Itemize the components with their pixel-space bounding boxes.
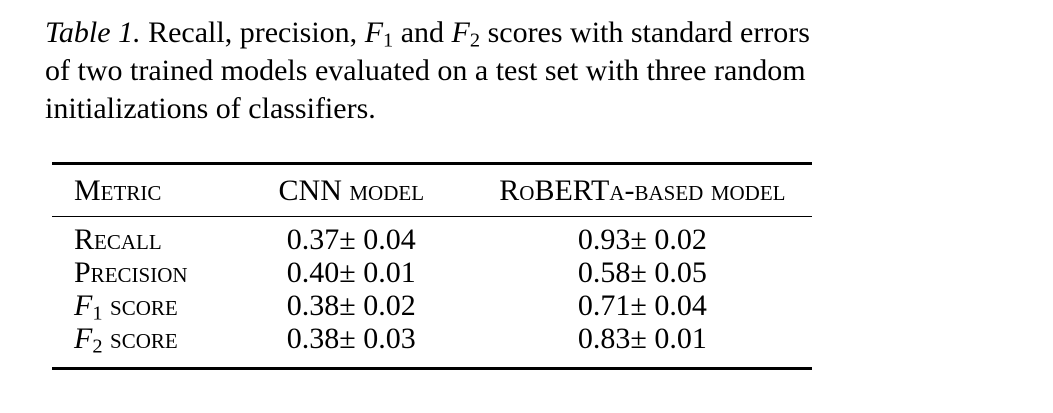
metric-cell: Precision <box>52 256 230 289</box>
metric-cell: F2 score <box>52 322 230 369</box>
column-header-roberta-model: RoBERTa-based model <box>472 163 812 217</box>
caption-text: scores with standard errors <box>480 16 810 49</box>
metric-subscript: 1 <box>92 302 103 325</box>
value-cell-cnn: 0.38± 0.03 <box>286 322 416 355</box>
value-cell-cnn: 0.40± 0.01 <box>286 256 416 289</box>
table-caption: Table 1. Recall, precision, F1 and F2 sc… <box>45 14 875 128</box>
f2-subscript: 2 <box>469 29 481 52</box>
metric-cell: F1 score <box>52 289 230 325</box>
caption-line-1: Table 1. Recall, precision, F1 and F2 sc… <box>45 14 875 52</box>
f2-math-symbol: F <box>451 16 470 49</box>
metric-label: score <box>102 289 178 322</box>
caption-line-2: of two trained models evaluated on a tes… <box>45 54 806 87</box>
column-header-cnn-model: CNN model <box>229 163 473 217</box>
table-row-f1-score: F1 score 0.38± 0.02 0.71± 0.04 <box>52 289 812 325</box>
metric-subscript: 2 <box>92 335 103 358</box>
results-table: Metric CNN model RoBERTa-based model Rec… <box>52 162 812 370</box>
value-cell-roberta: 0.58± 0.05 <box>577 256 707 289</box>
caption-text: and <box>393 16 452 49</box>
metric-cell: Recall <box>52 217 230 257</box>
caption-table-label: Table 1. <box>45 16 141 49</box>
caption-line-3: initializations of classifiers. <box>45 92 376 125</box>
metric-label: Precision <box>74 256 188 289</box>
f1-subscript: 1 <box>383 29 394 52</box>
f1-math-symbol: F <box>364 16 384 49</box>
table-row-f2-score: F2 score 0.38± 0.03 0.83± 0.01 <box>52 322 812 369</box>
table-row-precision: Precision 0.40± 0.01 0.58± 0.05 <box>52 256 812 289</box>
metric-label: Recall <box>74 223 162 256</box>
table-row-recall: Recall 0.37± 0.04 0.93± 0.02 <box>52 217 812 257</box>
value-cell-cnn: 0.37± 0.04 <box>286 223 416 256</box>
value-cell-cnn: 0.38± 0.02 <box>286 289 416 322</box>
value-cell-roberta: 0.93± 0.02 <box>577 223 707 256</box>
table-header-row: Metric CNN model RoBERTa-based model <box>52 163 812 217</box>
metric-math-letter: F <box>74 289 93 322</box>
metric-math-letter: F <box>74 322 93 355</box>
column-header-metric: Metric <box>52 163 230 217</box>
value-cell-roberta: 0.83± 0.01 <box>577 322 707 355</box>
metric-label: score <box>102 322 178 355</box>
value-cell-roberta: 0.71± 0.04 <box>577 289 707 322</box>
caption-text: Recall, precision, <box>140 16 365 49</box>
